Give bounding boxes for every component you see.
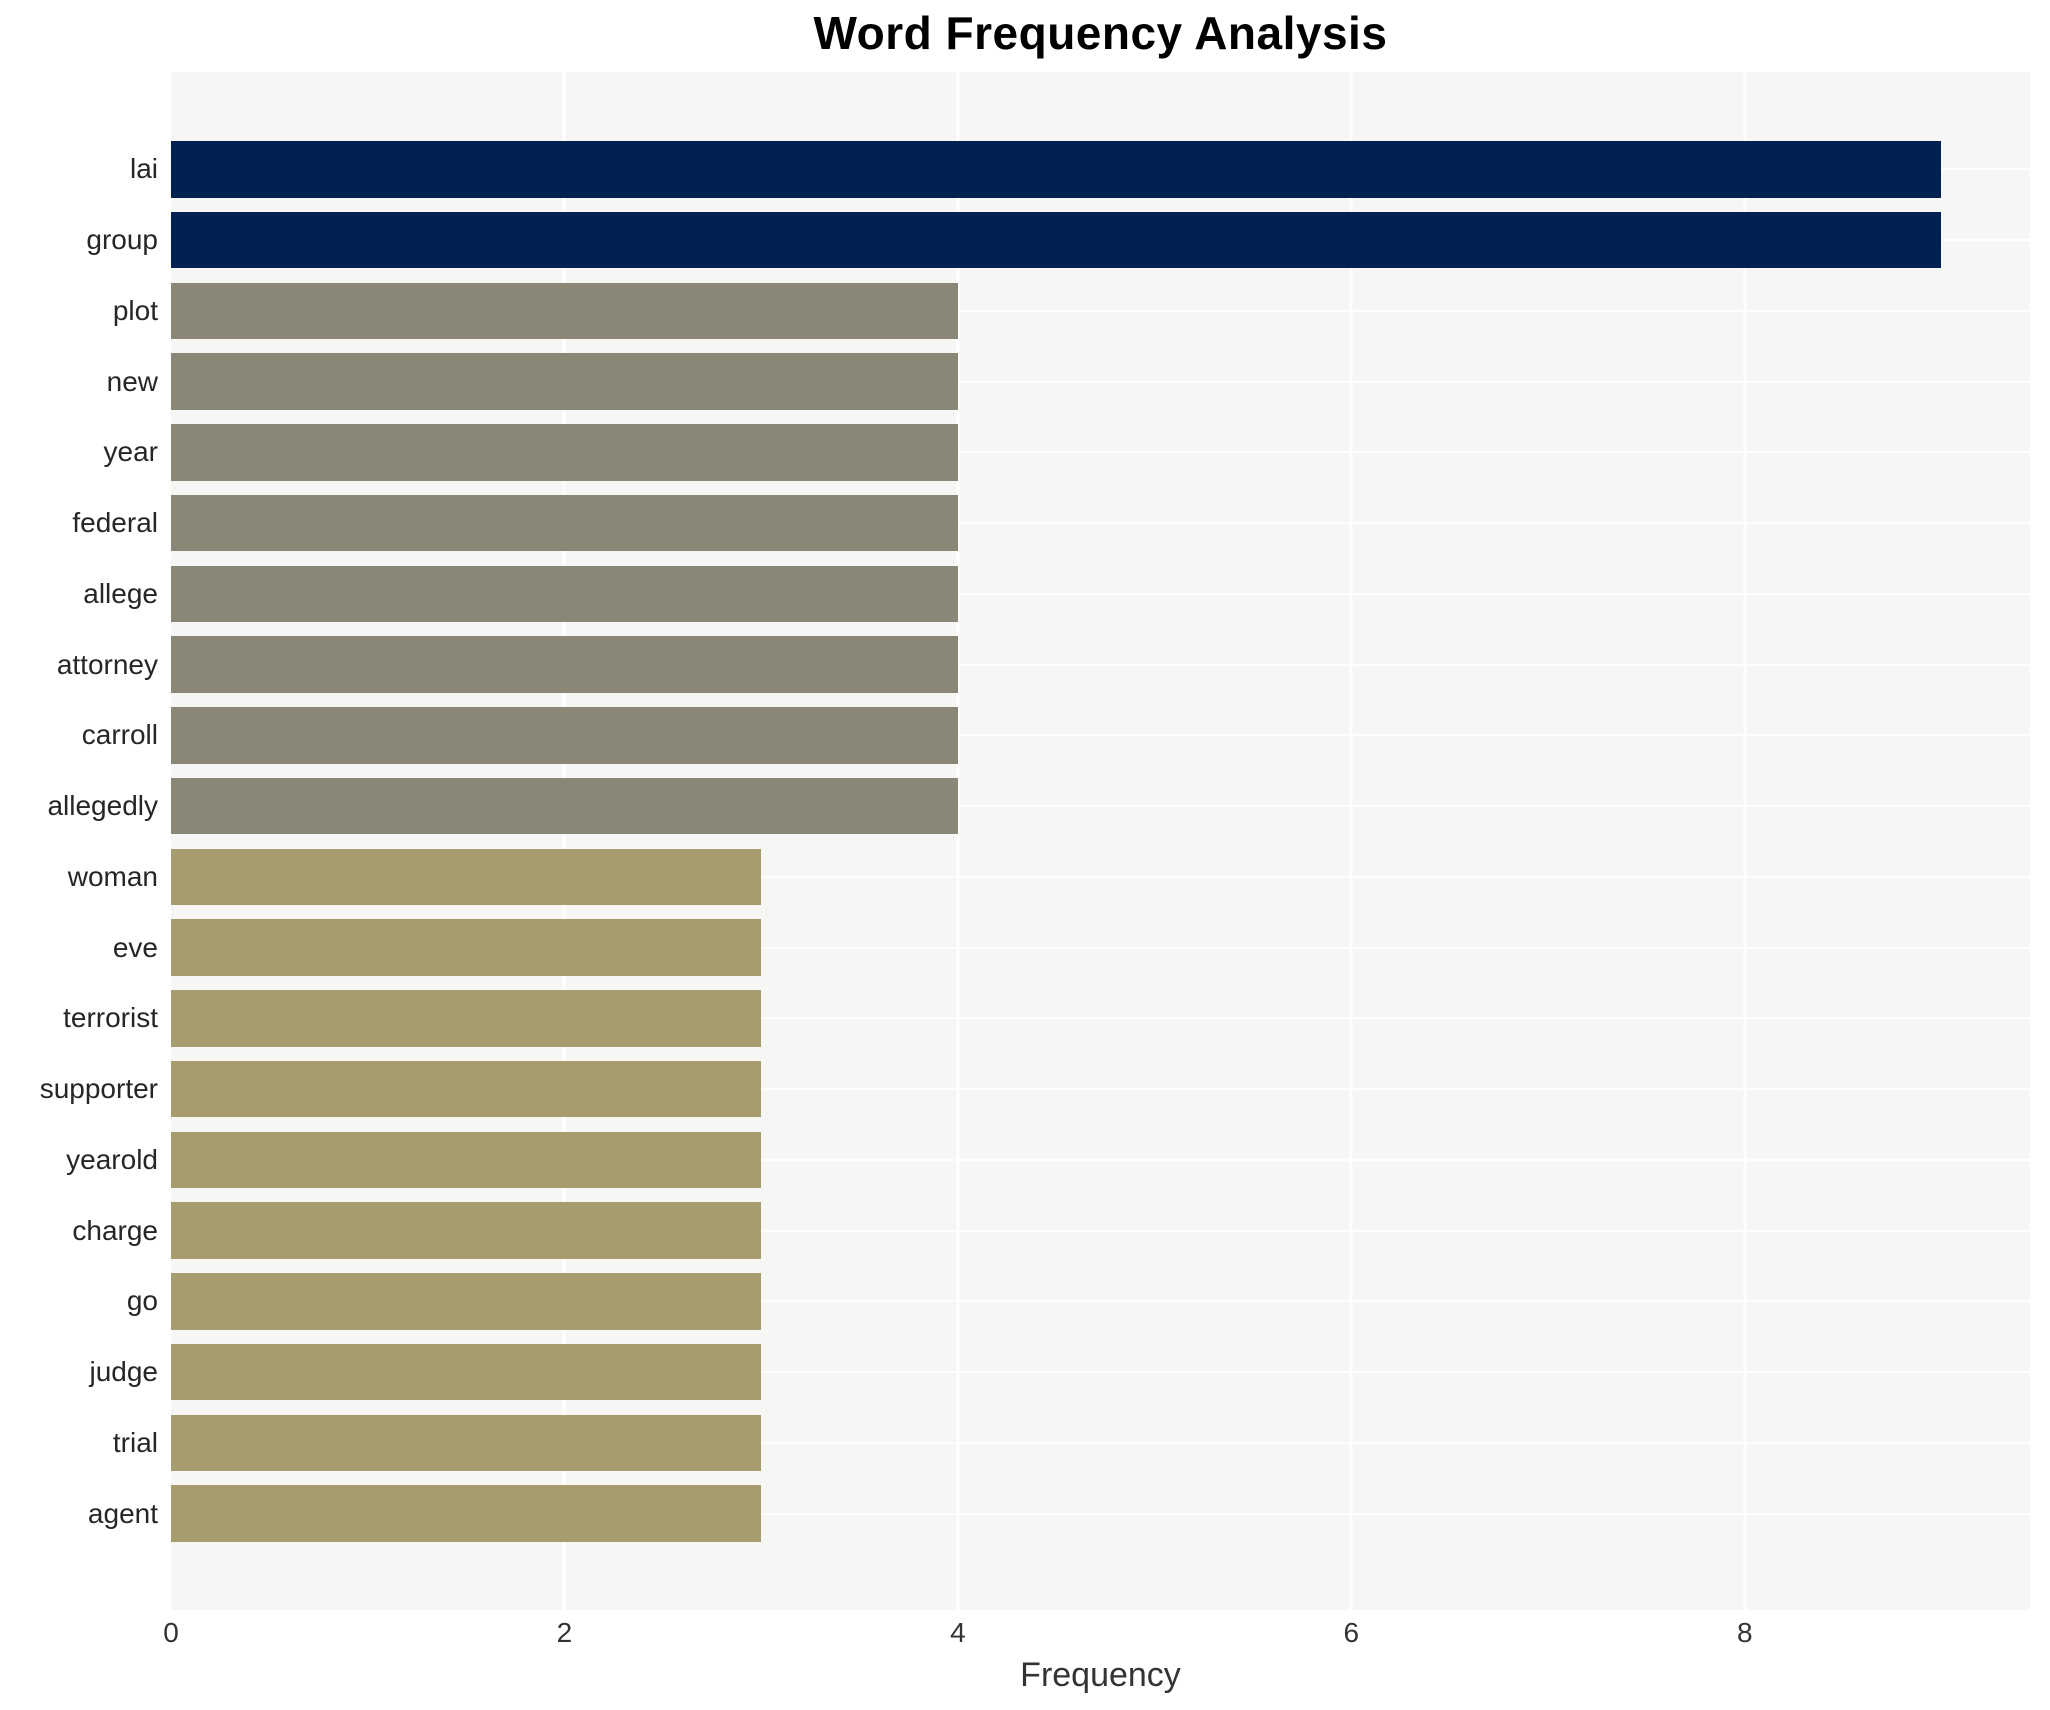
bar <box>171 990 762 1047</box>
category-label: supporter <box>39 1073 158 1105</box>
x-axis-label: Frequency <box>1020 1656 1181 1694</box>
category-label: carroll <box>81 719 158 751</box>
bar <box>171 424 958 481</box>
category-label: trial <box>112 1426 158 1458</box>
h-gridline <box>171 663 2030 666</box>
h-gridline <box>171 1088 2030 1091</box>
bar-row: new <box>107 346 2030 417</box>
x-tick-label: 0 <box>163 1617 179 1648</box>
h-gridline <box>171 875 2030 878</box>
bar-row: supporter <box>40 1054 2030 1125</box>
h-gridline <box>171 592 2030 595</box>
bar-row: federal <box>72 488 2030 559</box>
category-label: yearold <box>66 1143 158 1175</box>
bar <box>171 353 958 410</box>
bar-row: yearold <box>66 1125 2030 1196</box>
h-gridline <box>171 1371 2030 1374</box>
bar-row: carroll <box>82 700 2030 771</box>
bar <box>171 211 1942 269</box>
h-gridline <box>171 380 2030 383</box>
v-gridline <box>956 72 960 1610</box>
bar-row: charge <box>72 1195 2030 1266</box>
bar <box>171 1060 762 1118</box>
bar <box>171 1131 762 1189</box>
h-gridline <box>171 1017 2030 1020</box>
h-gridline <box>171 309 2030 312</box>
category-label: plot <box>112 294 158 326</box>
bar-row: woman <box>68 842 2030 913</box>
h-gridline <box>171 1512 2030 1515</box>
bar-rows: lai group plot new year federal allege attorney… <box>40 134 2030 1549</box>
h-gridline <box>171 1300 2030 1303</box>
bar <box>171 1485 762 1542</box>
bar <box>171 141 1942 198</box>
h-gridline <box>171 522 2030 525</box>
h-gridline <box>171 805 2030 808</box>
category-label: eve <box>112 931 158 963</box>
v-gridline <box>1349 72 1353 1610</box>
category-label: year <box>103 436 158 468</box>
h-gridline <box>171 1158 2030 1161</box>
bar <box>171 1273 762 1330</box>
category-label: agent <box>87 1497 158 1529</box>
category-label: allegedly <box>47 790 158 822</box>
x-tick-label: 8 <box>1736 1617 1753 1648</box>
v-gridline <box>1743 72 1747 1610</box>
plot-area: lai group plot new year federal allege attorney… <box>40 72 2030 1648</box>
bar <box>171 1414 762 1472</box>
bar-row: agent <box>88 1478 2030 1549</box>
category-label: woman <box>67 860 158 892</box>
bar <box>171 1202 762 1259</box>
bar <box>171 1343 762 1401</box>
h-gridline <box>171 1229 2030 1232</box>
bar <box>171 777 958 835</box>
bar-row: allege <box>83 559 2030 630</box>
category-label: group <box>86 224 158 256</box>
bar-row: judge <box>89 1337 2030 1408</box>
bar-row: go <box>127 1266 2030 1337</box>
bar <box>171 636 958 693</box>
bar <box>171 919 762 976</box>
bar <box>171 848 762 906</box>
h-gridline <box>171 946 2030 949</box>
category-label: judge <box>89 1356 158 1388</box>
bar-row: eve <box>113 912 2030 983</box>
category-label: go <box>126 1285 158 1317</box>
bar <box>171 282 958 340</box>
h-gridline <box>171 734 2030 737</box>
bar-row: allegedly <box>47 771 2030 842</box>
bar-row: terrorist <box>63 983 2030 1054</box>
bar <box>171 494 958 552</box>
category-label: charge <box>72 1214 158 1246</box>
bar-row: attorney <box>57 629 2030 700</box>
category-label: attorney <box>56 648 158 680</box>
chart-title: Word Frequency Analysis <box>813 7 1388 59</box>
x-axis-ticks: 0 2 4 6 8 <box>163 1610 2030 1656</box>
bar-row: trial <box>113 1408 2030 1479</box>
category-label: new <box>106 365 158 397</box>
category-label: allege <box>83 577 158 609</box>
category-label: federal <box>72 507 158 539</box>
bar-row: group <box>86 205 2030 276</box>
h-gridline <box>171 451 2030 454</box>
bar <box>171 565 958 623</box>
x-tick-label: 4 <box>950 1617 966 1648</box>
bar-row: year <box>104 417 2030 488</box>
bar-row: lai <box>130 134 2030 205</box>
category-label: terrorist <box>63 1002 158 1034</box>
v-gridline <box>562 72 566 1610</box>
category-label: lai <box>129 153 158 185</box>
x-tick-label: 2 <box>556 1617 573 1648</box>
bar <box>171 707 958 764</box>
h-gridline <box>171 1441 2030 1444</box>
x-tick-label: 6 <box>1343 1617 1360 1648</box>
bar-row: plot <box>113 276 2030 347</box>
